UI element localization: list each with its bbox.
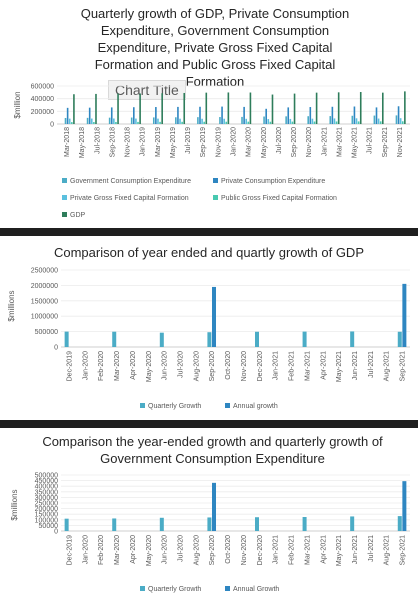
panel-divider-1 — [0, 228, 418, 236]
chart1-overlay-title[interactable]: Chart Title — [108, 80, 186, 100]
chart1-title: Quarterly growth of GDP, Private Consump… — [80, 6, 350, 89]
chart2-title: Comparison of year ended and quartly gro… — [53, 245, 364, 260]
chart3-title: Comparison the year-ended growth and qua… — [42, 434, 383, 466]
panel-divider-2 — [0, 420, 418, 428]
chart-panel-2 — [0, 236, 418, 420]
chart-panel-1 — [0, 0, 418, 228]
